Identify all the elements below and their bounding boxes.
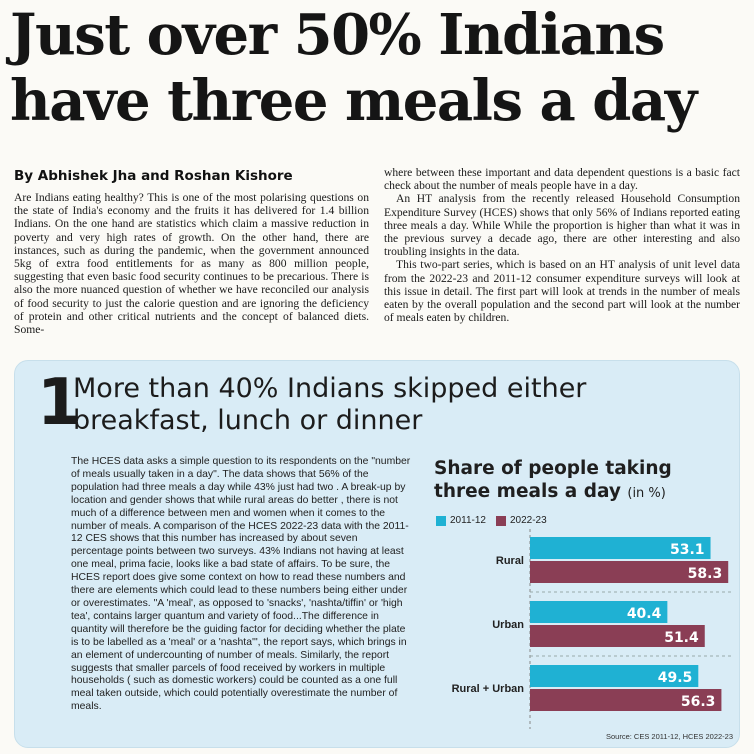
bar-value-label: 56.3: [681, 694, 716, 710]
infographic-panel: 1 More than 40% Indians skipped either b…: [14, 360, 740, 748]
bar-value-label: 58.3: [688, 566, 723, 582]
headline: Just over 50% Indians have three meals a…: [10, 2, 697, 134]
article-paragraph: An HT analysis from the recently release…: [384, 192, 740, 259]
article-paragraph: This two-part series, which is based on …: [384, 258, 740, 325]
legend-label: 2022-23: [509, 515, 547, 526]
bar-value-label: 40.4: [627, 606, 662, 622]
article-paragraph: Are Indians eating healthy? This is one …: [14, 191, 369, 337]
bar-2022-23: [530, 561, 729, 583]
chart-title: Share of people taking three meals a day…: [434, 457, 734, 505]
category-label: Urban: [492, 619, 524, 631]
panel-body-text: The HCES data asks a simple question to …: [71, 456, 411, 713]
category-label: Rural + Urban: [452, 683, 525, 695]
chart-unit: (in %): [627, 486, 666, 501]
bar-chart: Rural 53.1 58.3 Urban 40.451.4 Rural + Urban 4…: [452, 529, 734, 729]
legend-item-2022-23: 2022-23: [495, 515, 547, 526]
legend-swatch: [436, 515, 446, 526]
bar-value-label: 49.5: [658, 670, 693, 686]
byline: By Abhishek Jha and Roshan Kishore: [14, 168, 293, 184]
chart-title-text: Share of people taking three meals a day: [434, 458, 672, 502]
panel-number: 1: [37, 366, 82, 440]
legend-label: 2011-12: [450, 515, 486, 526]
bar-2011-12: [530, 665, 699, 687]
bar-2022-23: [530, 689, 722, 711]
bar-2011-12: [530, 537, 711, 559]
legend-swatch: [495, 515, 506, 526]
bar-value-label: 51.4: [664, 630, 699, 646]
category-label: Rural: [496, 555, 524, 567]
chart-legend: 2011-12 2022-23: [436, 515, 547, 526]
chart-source: Source: CES 2011-12, HCES 2022-23: [606, 732, 734, 741]
panel-title: More than 40% Indians skipped either bre…: [73, 373, 587, 436]
legend-item-2011-12: 2011-12: [436, 515, 486, 526]
article-paragraph: where between these important and data d…: [384, 166, 740, 193]
bar-2022-23: [530, 625, 705, 647]
article-column-left: Are Indians eating healthy? This is one …: [14, 191, 369, 336]
bar-2011-12: [530, 601, 668, 623]
article-column-right: where between these important and data d…: [384, 166, 740, 324]
bar-value-label: 53.1: [670, 542, 705, 558]
